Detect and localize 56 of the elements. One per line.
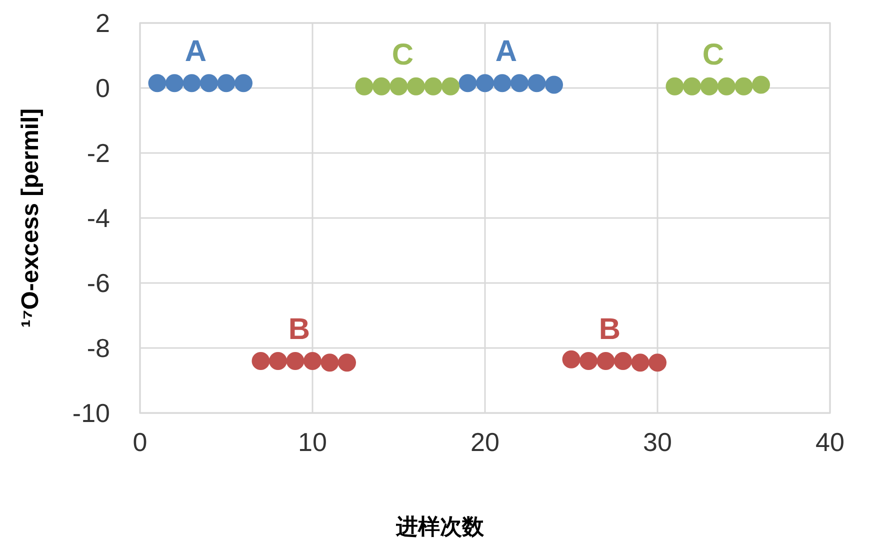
point: [390, 77, 408, 96]
point: [580, 352, 598, 370]
text: C: [392, 38, 414, 72]
point: [562, 350, 580, 368]
x-axis-title: 进样次数: [395, 514, 485, 539]
point: [510, 74, 528, 92]
point: [700, 77, 718, 96]
x-tick-label: 10: [298, 427, 327, 457]
y-tick-label: -4: [86, 203, 110, 233]
point: [200, 74, 218, 92]
point: [476, 74, 494, 92]
point: [631, 354, 650, 372]
point: [545, 76, 563, 94]
y-axis-title: ¹⁷O-excess [permil]: [17, 108, 44, 328]
point: [407, 77, 425, 96]
point: [442, 77, 460, 96]
point: [718, 77, 736, 96]
point: [320, 354, 339, 372]
x-tick-label: 20: [470, 427, 500, 457]
y-tick-label: 0: [96, 73, 110, 103]
point: [182, 74, 201, 92]
point: [683, 77, 701, 96]
series-label: A: [495, 35, 518, 68]
point: [234, 74, 252, 92]
point: [648, 354, 666, 372]
y-tick-label: -8: [86, 333, 110, 363]
x-tick-label: 40: [816, 427, 844, 457]
series-label: C: [702, 38, 724, 72]
point: [372, 77, 390, 96]
point: [493, 74, 512, 92]
point: [752, 76, 770, 94]
point: [666, 77, 684, 96]
point: [304, 352, 322, 370]
point: [528, 74, 546, 92]
series-label: B: [598, 313, 621, 346]
point: [424, 77, 442, 96]
point: [252, 352, 270, 370]
point: [458, 74, 477, 92]
y-tick-label: -10: [72, 398, 110, 428]
point: [166, 74, 184, 92]
point: [286, 352, 304, 370]
point: [734, 77, 753, 96]
text: B: [288, 313, 310, 346]
point: [338, 354, 356, 372]
y-tick-label: -6: [86, 268, 110, 298]
y-tick-label: -2: [86, 138, 110, 168]
point: [596, 352, 615, 370]
point: [148, 74, 166, 92]
y-tick-label: 2: [96, 8, 110, 38]
point: [355, 77, 374, 96]
point: [217, 74, 236, 92]
point: [269, 352, 287, 370]
text: A: [184, 35, 207, 68]
point: [614, 352, 632, 370]
x-tick-label: 0: [132, 427, 148, 457]
x-tick-label: 30: [643, 427, 672, 457]
